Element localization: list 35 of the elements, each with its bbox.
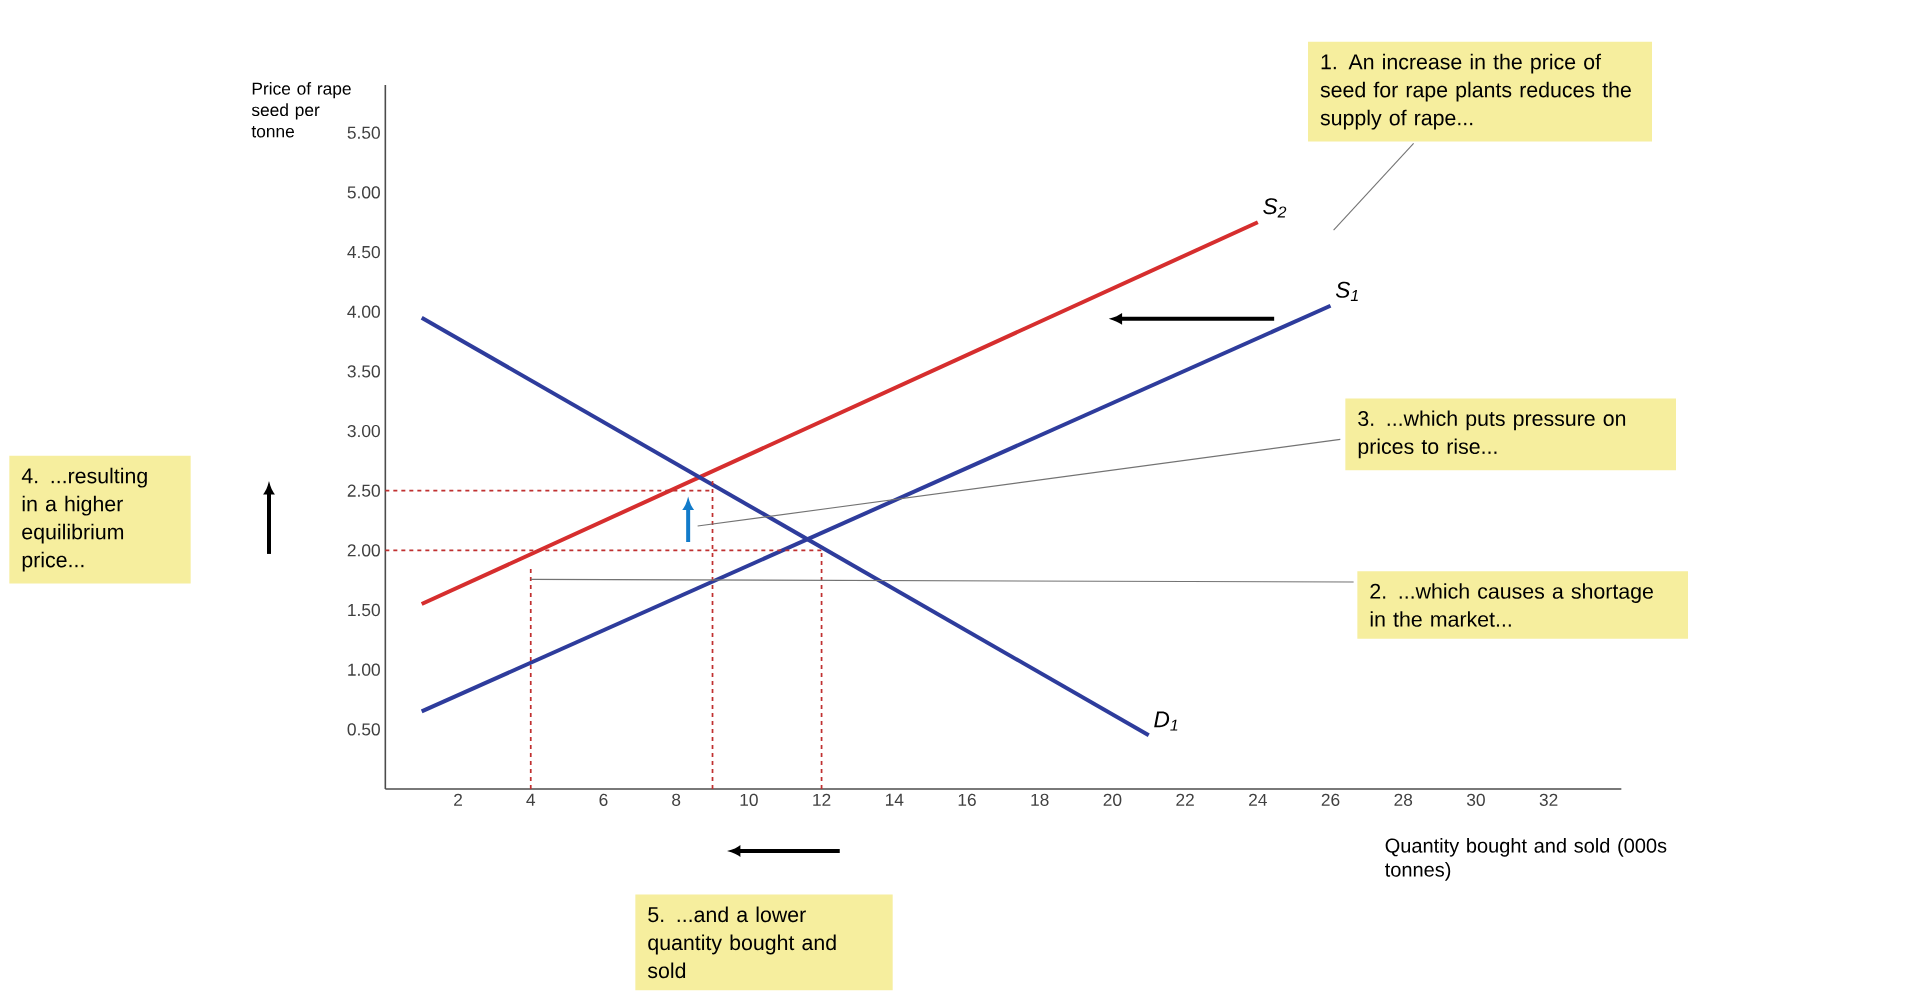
annotation: 3. ...which puts pressure on prices to rise...	[1358, 410, 1626, 459]
x-tick-label: 28	[1394, 793, 1413, 806]
x-tick-label: 4	[526, 793, 536, 806]
x-tick-label: 30	[1466, 793, 1485, 806]
x-tick-label: 12	[813, 793, 831, 806]
x-tick-label: 8	[672, 793, 681, 806]
x-tick-label: 24	[1249, 793, 1267, 806]
y-tick-label: 2.50	[347, 484, 380, 497]
x-tick-label: 20	[1103, 793, 1122, 806]
annotation: 2. ...which causes a shortage in the market...	[1370, 583, 1653, 627]
x-tick-label: 26	[1321, 793, 1340, 806]
y-tick-label: 3.00	[347, 424, 380, 438]
x-tick-label: 18	[1031, 793, 1049, 806]
x-tick-label: 14	[885, 793, 904, 806]
x-tick-label: 10	[740, 793, 758, 806]
series-label: S$_{2}$	[1263, 198, 1287, 218]
y-tick-label: 1.00	[348, 663, 380, 676]
y-tick-label: 2.00	[347, 544, 380, 557]
x-tick-label: 32	[1539, 793, 1558, 806]
series-label: D$_{1}$	[1154, 711, 1178, 731]
y-tick-label: 5.00	[347, 186, 380, 199]
text: 4. ...resulting in a higher equilibrium price...	[21, 467, 147, 572]
text: 5. ...and a lower quantity bought and sold	[647, 906, 836, 979]
y-tick-label: 0.50	[347, 723, 380, 736]
y-tick-label: 3.50	[347, 365, 380, 378]
x-axis-title: Quantity bought and sold (000s tonnes)	[1385, 838, 1667, 881]
series-label: S$_{1}$	[1335, 281, 1358, 302]
y-tick-label: 1.50	[348, 603, 380, 617]
x-tick-label: 16	[958, 793, 976, 806]
x-tick-label: 22	[1176, 793, 1194, 806]
annotation: 1. An increase in the price of seed for rape plants reduces the supply of rape...	[1320, 53, 1631, 130]
y-tick-label: 4.50	[347, 245, 380, 259]
x-tick-label: 6	[599, 793, 608, 806]
x-tick-label: 2	[454, 793, 462, 806]
y-tick-label: 4.00	[347, 305, 380, 318]
